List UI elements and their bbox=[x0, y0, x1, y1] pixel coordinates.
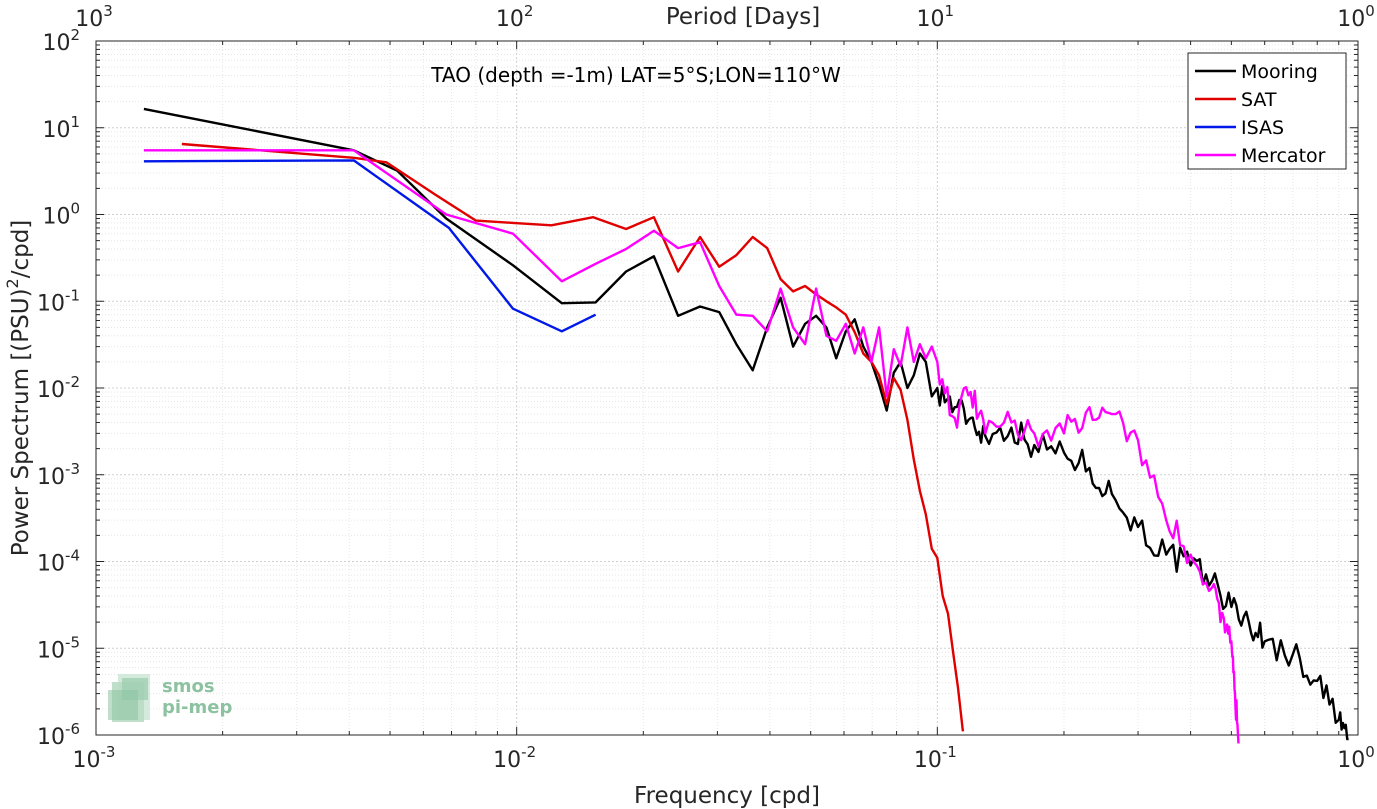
y-tick-label: 10-3 bbox=[37, 460, 80, 490]
y-tick-labels: 102 101 100 10-1 10-2 10-3 10-4 10-5 10-6 bbox=[37, 26, 80, 750]
x-axis-label: Frequency [cpd] bbox=[634, 783, 820, 809]
x-tick-label: 10-2 bbox=[493, 743, 536, 773]
legend-label-isas: ISAS bbox=[1241, 117, 1284, 139]
y-tick-label: 102 bbox=[42, 26, 80, 56]
top-tick-label: 100 bbox=[1337, 2, 1375, 32]
smos-pi-mep-logo: smos pi-mep bbox=[108, 674, 232, 722]
x-tick-label: 10-3 bbox=[73, 743, 116, 773]
legend-label-mercator: Mercator bbox=[1241, 145, 1326, 167]
legend-box bbox=[1187, 52, 1347, 170]
tick-marks bbox=[95, 40, 1359, 736]
minor-grid bbox=[96, 41, 1358, 735]
y-tick-label: 10-2 bbox=[37, 373, 80, 403]
x-tick-label: 10-1 bbox=[914, 743, 957, 773]
y-tick-label: 100 bbox=[42, 200, 80, 230]
y-tick-label: 10-5 bbox=[37, 633, 80, 663]
top-tick-labels: 103 102 101 100 bbox=[75, 2, 1375, 32]
y-tick-label: 10-4 bbox=[37, 547, 80, 577]
legend-label-sat: SAT bbox=[1241, 89, 1277, 111]
x-tick-label: 100 bbox=[1337, 743, 1375, 773]
logo-line2: pi-mep bbox=[162, 697, 232, 718]
top-axis-label: Period [Days] bbox=[666, 4, 820, 30]
major-grid bbox=[95, 40, 1359, 736]
y-axis-label: Power Spectrum [(PSU)2/cpd] bbox=[3, 220, 34, 557]
series-layer bbox=[143, 107, 1349, 744]
legend: Mooring SAT ISAS Mercator bbox=[1187, 52, 1347, 170]
series-line-isas bbox=[143, 159, 597, 333]
series-line-mooring bbox=[143, 107, 1349, 741]
y-tick-label: 10-1 bbox=[37, 286, 80, 316]
top-tick-label: 101 bbox=[917, 2, 955, 32]
series-line-mercator bbox=[143, 149, 1240, 744]
y-tick-label: 101 bbox=[42, 113, 80, 143]
logo-line1: smos bbox=[162, 676, 215, 697]
chart-title: TAO (depth =-1m) LAT=5°S;LON=110°W bbox=[430, 63, 841, 87]
legend-label-mooring: Mooring bbox=[1241, 61, 1318, 83]
top-tick-label: 102 bbox=[496, 2, 534, 32]
x-tick-labels: 10-3 10-2 10-1 100 bbox=[73, 743, 1375, 773]
y-tick-label: 10-6 bbox=[37, 720, 80, 750]
top-tick-label: 103 bbox=[75, 2, 113, 32]
series-line-sat bbox=[181, 142, 965, 732]
